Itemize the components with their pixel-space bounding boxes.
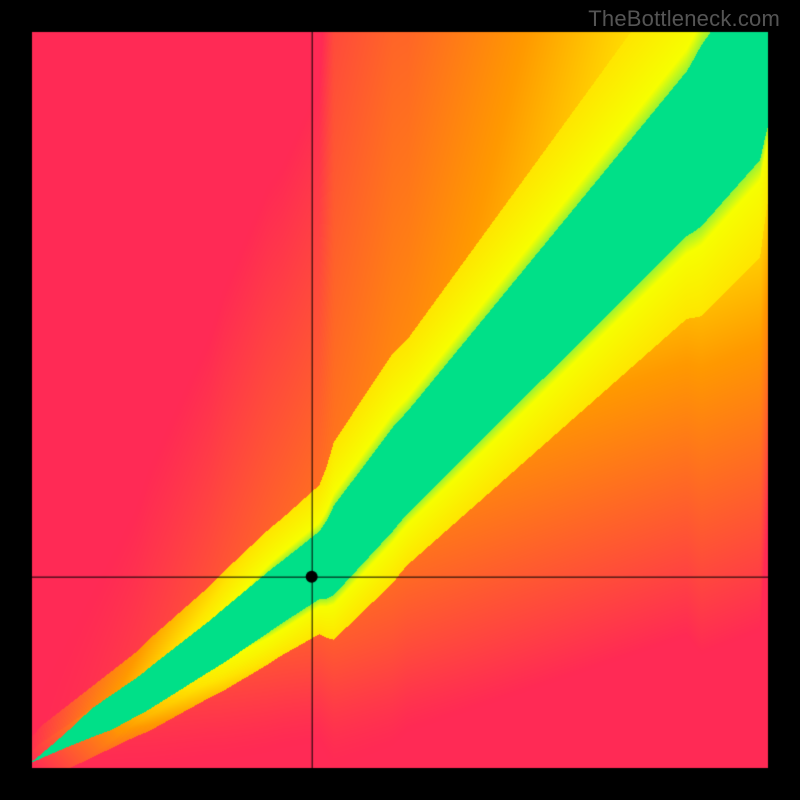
watermark-text: TheBottleneck.com — [588, 6, 780, 32]
heatmap-canvas — [0, 0, 800, 800]
bottleneck-heatmap-chart — [0, 0, 800, 800]
